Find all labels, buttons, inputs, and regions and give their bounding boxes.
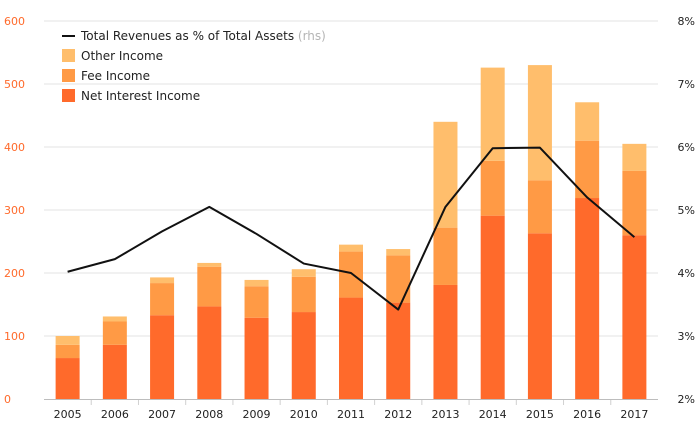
bar-net-interest-income (291, 312, 316, 399)
bar-other-income (55, 336, 80, 345)
bar-net-interest-income (244, 317, 269, 399)
bar-net-interest-income (386, 302, 411, 399)
bar-fee-income (150, 283, 175, 316)
bar-fee-income (433, 227, 458, 285)
bar-net-interest-income (480, 215, 505, 399)
bar-other-income (622, 143, 647, 171)
bar-fee-income (55, 344, 80, 359)
bar-other-income (244, 279, 269, 287)
bar-fee-income (291, 276, 316, 313)
bar-net-interest-income (339, 297, 363, 399)
bar-other-income (480, 67, 505, 161)
bar-other-income (433, 121, 458, 228)
legend-label-line-name: Total Revenues as % of Total Assets (80, 29, 298, 43)
x-tick-label: 2009 (243, 408, 271, 421)
y-tick-label-left: 600 (4, 15, 25, 28)
x-tick-label: 2014 (479, 408, 507, 421)
bar-net-interest-income (197, 306, 222, 399)
legend-label-line: Total Revenues as % of Total Assets (rhs… (80, 29, 326, 43)
x-tick-label: 2015 (526, 408, 554, 421)
y-tick-label-right: 7% (678, 78, 695, 91)
x-tick-label: 2016 (573, 408, 601, 421)
x-tick-label: 2012 (384, 408, 412, 421)
gridlines (44, 20, 658, 337)
x-tick-label: 2007 (148, 408, 176, 421)
bar-other-income (197, 262, 222, 267)
y-tick-label-right: 3% (678, 330, 695, 343)
line-total-revenues-pct-assets (67, 146, 636, 311)
legend-label-line-suffix: (rhs) (298, 29, 326, 43)
bar-net-interest-income (150, 315, 175, 399)
y-tick-label-left: 200 (4, 267, 25, 280)
bar-other-income (102, 316, 127, 322)
bar-other-income (575, 102, 600, 141)
bar-fee-income (102, 321, 127, 345)
y-tick-label-right: 4% (678, 267, 695, 280)
bar-fee-income (527, 180, 552, 234)
x-tick-label: 2011 (337, 408, 365, 421)
line-series (67, 146, 636, 311)
legend-label: Net Interest Income (81, 89, 200, 103)
y-tick-label-right: 8% (678, 15, 695, 28)
bar-net-interest-income (527, 233, 552, 399)
y-tick-label-left: 500 (4, 78, 25, 91)
bar-net-interest-income (433, 284, 458, 399)
y-tick-label-left: 300 (4, 204, 25, 217)
y-tick-label-right: 5% (678, 204, 695, 217)
x-tick-label: 2010 (290, 408, 318, 421)
x-tick-label: 2017 (620, 408, 648, 421)
bar-other-income (150, 277, 175, 284)
bar-net-interest-income (102, 344, 127, 399)
y-tick-label-right: 2% (678, 393, 695, 406)
x-tick-label: 2005 (54, 408, 82, 421)
bar-other-income (339, 244, 363, 252)
bar-net-interest-income (55, 358, 80, 399)
bar-net-interest-income (575, 198, 600, 399)
bar-other-income (386, 249, 411, 256)
x-tick-label: 2008 (195, 408, 223, 421)
bars (55, 65, 647, 399)
bar-fee-income (339, 251, 363, 298)
x-tick-label: 2006 (101, 408, 129, 421)
legend-swatch-other-income (62, 49, 75, 62)
y-tick-label-left: 0 (4, 393, 11, 406)
axes: 0 100 200 300 400 500 600 2% 3% 4% 5% 6% 7% 8% 2005 200… (4, 15, 695, 421)
bar-net-interest-income (622, 235, 647, 399)
y-tick-label-left: 400 (4, 141, 25, 154)
bar-fee-income (244, 286, 269, 318)
y-tick-label-right: 6% (678, 141, 695, 154)
bar-fee-income (197, 266, 222, 307)
y-tick-label-left: 100 (4, 330, 25, 343)
x-tick-label: 2013 (431, 408, 459, 421)
bar-other-income (291, 269, 316, 277)
legend: Total Revenues as % of Total Assets (rhs… (62, 29, 326, 103)
legend-swatch-fee-income (62, 69, 75, 82)
legend-swatch-net-interest-income (62, 89, 75, 102)
legend-label: Fee Income (81, 69, 150, 83)
legend-label: Other Income (81, 49, 163, 63)
bar-fee-income (622, 170, 647, 236)
bar-other-income (527, 65, 552, 181)
bar-fee-income (386, 255, 411, 303)
bar-fee-income (480, 160, 505, 216)
